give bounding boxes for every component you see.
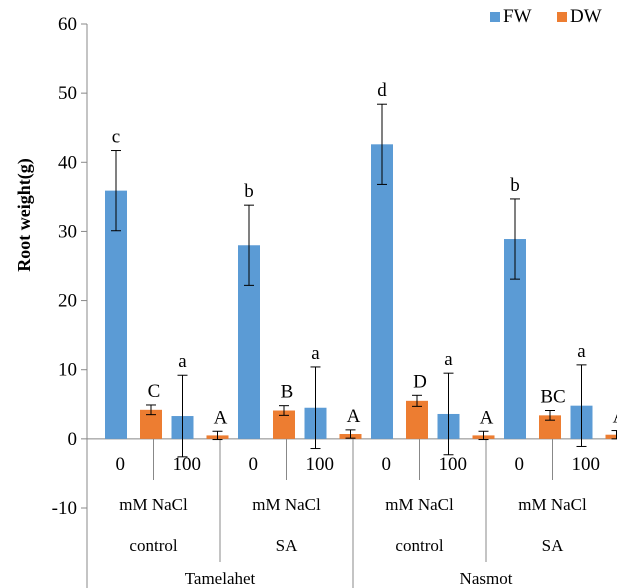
dw-bar — [140, 409, 162, 439]
significance-letter: A — [214, 407, 228, 428]
significance-letter: A — [613, 407, 617, 428]
y-tick-label: 30 — [58, 221, 77, 242]
x-group-label-unit: mM NaCl — [119, 495, 188, 514]
x-tick-label-treatment: 100 — [173, 454, 202, 475]
fw-bar — [105, 190, 127, 439]
significance-letter: A — [480, 407, 494, 428]
x-tick-label-treatment: 0 — [249, 454, 259, 475]
dw-bar — [406, 400, 428, 439]
y-tick-label: 0 — [68, 429, 78, 450]
fw-bar — [238, 245, 260, 439]
significance-letter: B — [281, 382, 294, 403]
y-tick-label: 20 — [58, 291, 77, 312]
x-group-label-unit: mM NaCl — [518, 495, 587, 514]
dw-bar — [605, 434, 617, 439]
x-tick-label-treatment: 100 — [306, 454, 335, 475]
significance-letter: BC — [540, 387, 565, 408]
y-tick-label: -10 — [52, 498, 77, 519]
significance-letter: c — [112, 127, 120, 148]
x-group-label-unit: mM NaCl — [385, 495, 454, 514]
x-group-label-cultivar: Nasmot — [460, 569, 513, 588]
x-tick-label-treatment: 0 — [515, 454, 525, 475]
significance-letter: C — [148, 381, 161, 402]
y-tick-label: 40 — [58, 152, 77, 173]
x-group-label-cultivar: Tamelahet — [185, 569, 256, 588]
significance-letter: a — [444, 349, 453, 370]
fw-legend-swatch — [490, 12, 500, 22]
x-group-label-condition: SA — [276, 536, 298, 555]
significance-letter: a — [311, 343, 320, 364]
labels-layer: -10 0 10 20 30 40 50 60 0 100 0 100 0 100 0 100 mM NaCl m… — [52, 14, 617, 588]
x-tick-label-treatment: 100 — [439, 454, 468, 475]
x-tick-label-treatment: 100 — [572, 454, 601, 475]
significance-letter: A — [347, 406, 361, 427]
significance-letter: d — [377, 80, 387, 101]
fw-bar — [371, 144, 393, 439]
dw-legend-label: DW — [570, 6, 602, 27]
significance-letter: b — [244, 181, 254, 202]
dw-legend-swatch — [557, 12, 567, 22]
dw-bar — [273, 410, 295, 439]
axes-layer — [81, 23, 617, 588]
significance-letter: a — [178, 351, 187, 372]
x-group-label-unit: mM NaCl — [252, 495, 321, 514]
x-group-label-condition: control — [395, 536, 443, 555]
significance-letter: a — [577, 341, 586, 362]
fw-bar — [504, 239, 526, 439]
y-axis-label: Root weight(g) — [14, 158, 35, 271]
bars-layer — [105, 103, 617, 458]
y-tick-label: 50 — [58, 83, 77, 104]
y-tick-label: 60 — [58, 14, 77, 35]
dw-bar — [539, 415, 561, 439]
significance-letter: D — [413, 371, 427, 392]
x-group-label-condition: SA — [542, 536, 564, 555]
x-group-label-condition: control — [129, 536, 177, 555]
legend: FW DW — [490, 6, 602, 27]
fw-legend-label: FW — [503, 6, 532, 27]
x-tick-label-treatment: 0 — [116, 454, 126, 475]
x-tick-label-treatment: 0 — [382, 454, 392, 475]
significance-letter: b — [510, 175, 520, 196]
y-tick-label: 10 — [58, 360, 77, 381]
